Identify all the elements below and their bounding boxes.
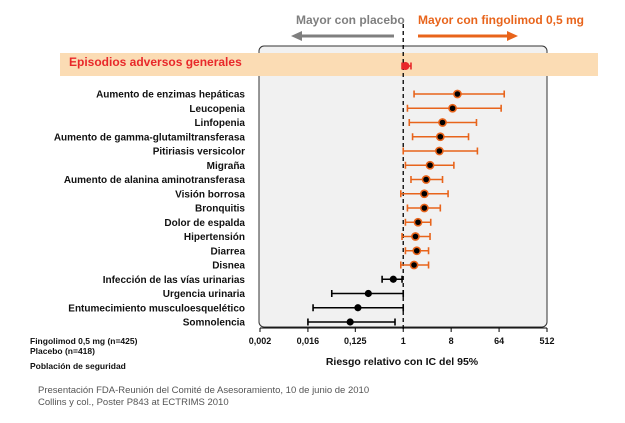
forest-row: Bronquitis <box>195 203 442 215</box>
favor-placebo-header: Mayor con placebo <box>291 13 405 41</box>
row-label: Somnolencia <box>183 318 246 329</box>
point-estimate <box>438 118 447 127</box>
row-label: Disnea <box>212 261 245 272</box>
point-estimate <box>419 203 429 213</box>
general-row-band <box>60 53 598 76</box>
point-estimate <box>419 189 429 199</box>
point-estimate <box>354 304 362 312</box>
x-tick-label: 0,016 <box>297 336 320 346</box>
footer-source-1: Presentación FDA-Reunión del Comité de A… <box>38 385 369 396</box>
legend-note-placebo: Placebo (n=418) <box>30 346 95 356</box>
x-tick-label: 1 <box>401 336 406 346</box>
forest-row: Entumecimiento musculoesquelético <box>68 303 405 314</box>
point-estimate <box>453 89 462 99</box>
forest-row: Pitiriasis versicolor <box>153 146 479 158</box>
row-label: Leucopenia <box>189 104 245 115</box>
row-label: Diarrea <box>211 246 246 257</box>
row-label: Aumento de alanina aminotransferasa <box>64 175 246 186</box>
favor-placebo-label: Mayor con placebo <box>296 13 405 27</box>
point-estimate <box>413 217 423 227</box>
x-tick-label: 64 <box>494 336 504 346</box>
forest-row: Hipertensión <box>184 232 431 243</box>
point-estimate <box>434 146 444 156</box>
forest-row: Leucopenia <box>189 103 502 115</box>
forest-row: Visión borrosa <box>175 189 449 200</box>
row-label: Migraña <box>207 161 246 172</box>
point-estimate <box>364 289 372 298</box>
left-arrow-icon <box>291 31 302 41</box>
x-tick-label: 0,002 <box>249 336 272 346</box>
point-estimate <box>389 275 397 283</box>
forest-row: Somnolencia <box>183 318 396 329</box>
right-arrow-icon <box>507 31 518 41</box>
row-label: Bronquitis <box>195 204 245 215</box>
population-note: Población de seguridad <box>30 361 126 371</box>
point-estimate <box>448 103 457 113</box>
x-tick-label: 0,125 <box>344 336 367 346</box>
point-estimate <box>346 318 354 326</box>
forest-row: Aumento de gamma-glutamiltransferasa <box>54 132 470 143</box>
point-estimate <box>425 160 435 170</box>
point-estimate <box>401 62 410 70</box>
forest-row: Dolor de espalda <box>164 217 432 229</box>
legend-note-fingolimod: Fingolimod 0,5 mg (n=425) <box>30 336 138 346</box>
point-estimate <box>435 132 445 142</box>
forest-row: Aumento de alanina aminotransferasa <box>64 175 444 186</box>
row-label: Infección de las vías urinarias <box>103 275 246 286</box>
forest-row: Infección de las vías urinarias <box>103 275 403 286</box>
x-axis-title: Riesgo relativo con IC del 95% <box>326 356 479 368</box>
row-label: Aumento de enzimas hepáticas <box>96 90 245 101</box>
general-row-label: Episodios adversos generales <box>69 55 242 69</box>
forest-row: Migraña <box>207 160 455 172</box>
forest-row: Aumento de enzimas hepáticas <box>96 89 506 101</box>
forest-row: Linfopenia <box>194 118 478 129</box>
row-label: Entumecimiento musculoesquelético <box>68 303 245 314</box>
forest-row: Urgencia urinaria <box>163 289 405 300</box>
row-label: Aumento de gamma-glutamiltransferasa <box>54 132 246 143</box>
row-label: Hipertensión <box>184 232 245 243</box>
x-tick-label: 8 <box>449 336 454 346</box>
forest-rows: Aumento de enzimas hepáticas Leucopenia Li… <box>54 62 506 329</box>
forest-row: Diarrea <box>211 246 430 257</box>
point-estimate <box>409 260 419 270</box>
x-tick-label: 512 <box>539 336 554 346</box>
row-label: Urgencia urinaria <box>163 289 246 300</box>
point-estimate <box>412 246 422 256</box>
favor-fingolimod-label: Mayor con fingolimod 0,5 mg <box>418 13 584 27</box>
row-label: Dolor de espalda <box>164 218 245 229</box>
point-estimate <box>421 175 431 184</box>
row-label: Linfopenia <box>194 118 245 129</box>
footer-source-2: Collins y col., Poster P843 at ECTRIMS 2… <box>38 397 229 408</box>
x-axis: 0,002 0,016 0,125 1 8 64 512 <box>249 327 555 346</box>
forest-row <box>401 62 412 70</box>
row-label: Visión borrosa <box>175 189 245 200</box>
point-estimate <box>411 232 420 241</box>
favor-fingolimod-header: Mayor con fingolimod 0,5 mg <box>418 13 584 41</box>
row-label: Pitiriasis versicolor <box>153 147 245 158</box>
forest-row: Disnea <box>212 260 430 272</box>
